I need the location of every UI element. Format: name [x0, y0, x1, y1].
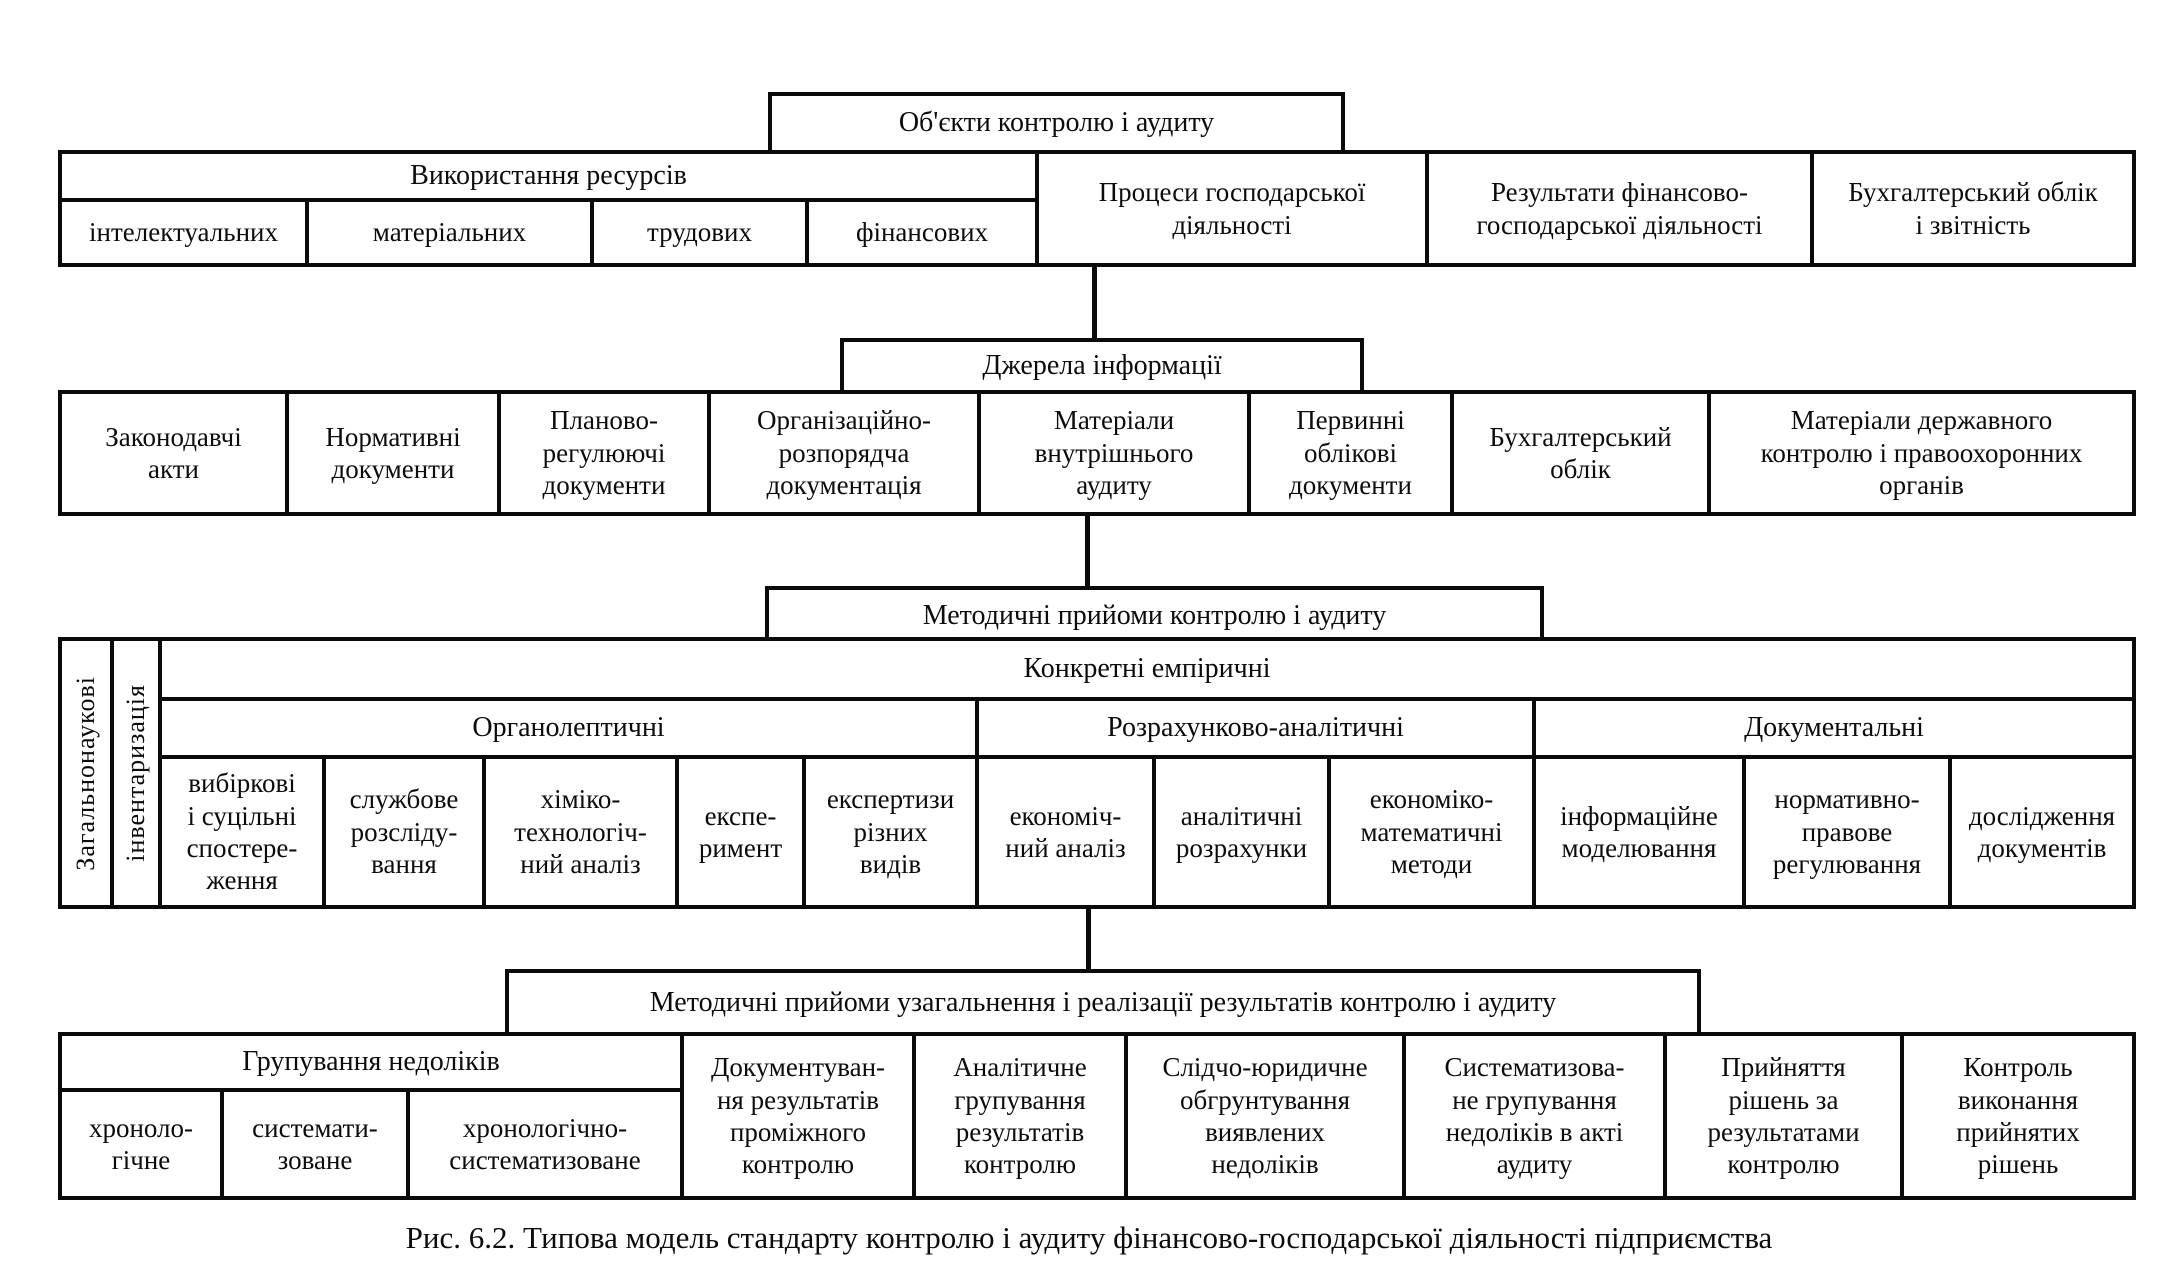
source-cell-legislative: Законодавчі акти [58, 390, 289, 516]
connector-methods-to-generalization [1086, 903, 1091, 973]
method-cell-legal-regulation: нормативно- правове регулювання [1742, 755, 1952, 909]
general-scientific-label: Загальнонаукові [71, 675, 101, 871]
source-cell-accounting: Бухгалтерський облік [1450, 390, 1711, 516]
generalization-cell-systematized-grouping: Систематизова- не групування недоліків в… [1402, 1032, 1667, 1200]
method-cell-economic-math: економіко- математичні методи [1327, 755, 1536, 909]
objects-box-results: Результати фінансово- господарської діял… [1425, 150, 1814, 267]
generalization-cell-decision-making: Прийняття рішень за результатами контрол… [1663, 1032, 1904, 1200]
resource-cell-intellectual: інтелектуальних [58, 198, 309, 267]
generalization-cell-execution-control: Контроль виконання прийнятих рішень [1900, 1032, 2136, 1200]
grouping-header: Групування недоліків [58, 1032, 684, 1092]
methods-side-inventory: інвентаризація [110, 637, 162, 909]
source-cell-normative: Нормативні документи [285, 390, 501, 516]
group-header-calc-analytical: Розрахунково-аналітичні [975, 697, 1536, 759]
generalization-cell-legal-substantiation: Слідчо-юридичне обгрунтування виявлених … [1124, 1032, 1406, 1200]
empirical-header: Конкретні емпіричні [158, 637, 2136, 701]
grouping-cell-chrono-systematized: хронологічно- систематизоване [406, 1088, 684, 1200]
method-cell-official-investigation: службове розсліду- вання [322, 755, 486, 909]
group-header-organoleptic: Органолептичні [158, 697, 979, 759]
resource-cell-labor: трудових [590, 198, 809, 267]
generalization-cell-documenting: Документуван- ня результатів проміжного … [680, 1032, 916, 1200]
methods-title-box: Методичні прийоми контролю і аудиту [765, 586, 1544, 645]
resources-header: Використання ресурсів [58, 150, 1039, 202]
method-cell-chemical-analysis: хіміко- технологіч- ний аналіз [482, 755, 679, 909]
source-cell-state-control: Матеріали державного контролю і правоохо… [1707, 390, 2136, 516]
sources-title-box: Джерела інформації [840, 338, 1364, 394]
method-cell-document-research: дослідження документів [1948, 755, 2136, 909]
source-cell-organizational: Організаційно- розпорядча документація [707, 390, 981, 516]
source-cell-internal-audit: Матеріали внутрішнього аудиту [977, 390, 1251, 516]
objects-box-processes: Процеси господарської діяльності [1035, 150, 1429, 267]
connector-sources-to-methods [1085, 510, 1090, 588]
resource-cell-financial: фінансових [805, 198, 1039, 267]
group-header-documentary: Документальні [1532, 697, 2136, 759]
objects-box-accounting: Бухгалтерський облік і звітність [1810, 150, 2136, 267]
method-cell-economic-analysis: економіч- ний аналіз [975, 755, 1156, 909]
generalization-cell-analytical-grouping: Аналітичне групування результатів контро… [912, 1032, 1128, 1200]
source-cell-planning: Планово- регулюючі документи [497, 390, 711, 516]
grouping-cell-chronological: хроноло- гічне [58, 1088, 224, 1200]
grouping-cell-systematized: системати- зоване [220, 1088, 410, 1200]
source-cell-primary-docs: Первинні облікові документи [1247, 390, 1454, 516]
method-cell-sampling-observation: вибіркові і суцільні спостере- ження [158, 755, 326, 909]
methods-side-general-scientific: Загальнонаукові [58, 637, 114, 909]
connector-objects-to-sources [1092, 261, 1097, 341]
objects-title-box: Об'єкти контролю і аудиту [768, 92, 1345, 154]
generalization-title-box: Методичні прийоми узагальнення і реаліза… [505, 969, 1701, 1036]
method-cell-expertise: експертизи різних видів [802, 755, 979, 909]
figure-caption: Рис. 6.2. Типова модель стандарту контро… [405, 1220, 1773, 1255]
method-cell-information-modeling: інформаційне моделювання [1532, 755, 1746, 909]
method-cell-experiment: експе- римент [675, 755, 806, 909]
method-cell-analytical-calculations: аналітичні розрахунки [1152, 755, 1331, 909]
resource-cell-material: матеріальних [305, 198, 594, 267]
inventory-label: інвентаризація [121, 684, 151, 862]
